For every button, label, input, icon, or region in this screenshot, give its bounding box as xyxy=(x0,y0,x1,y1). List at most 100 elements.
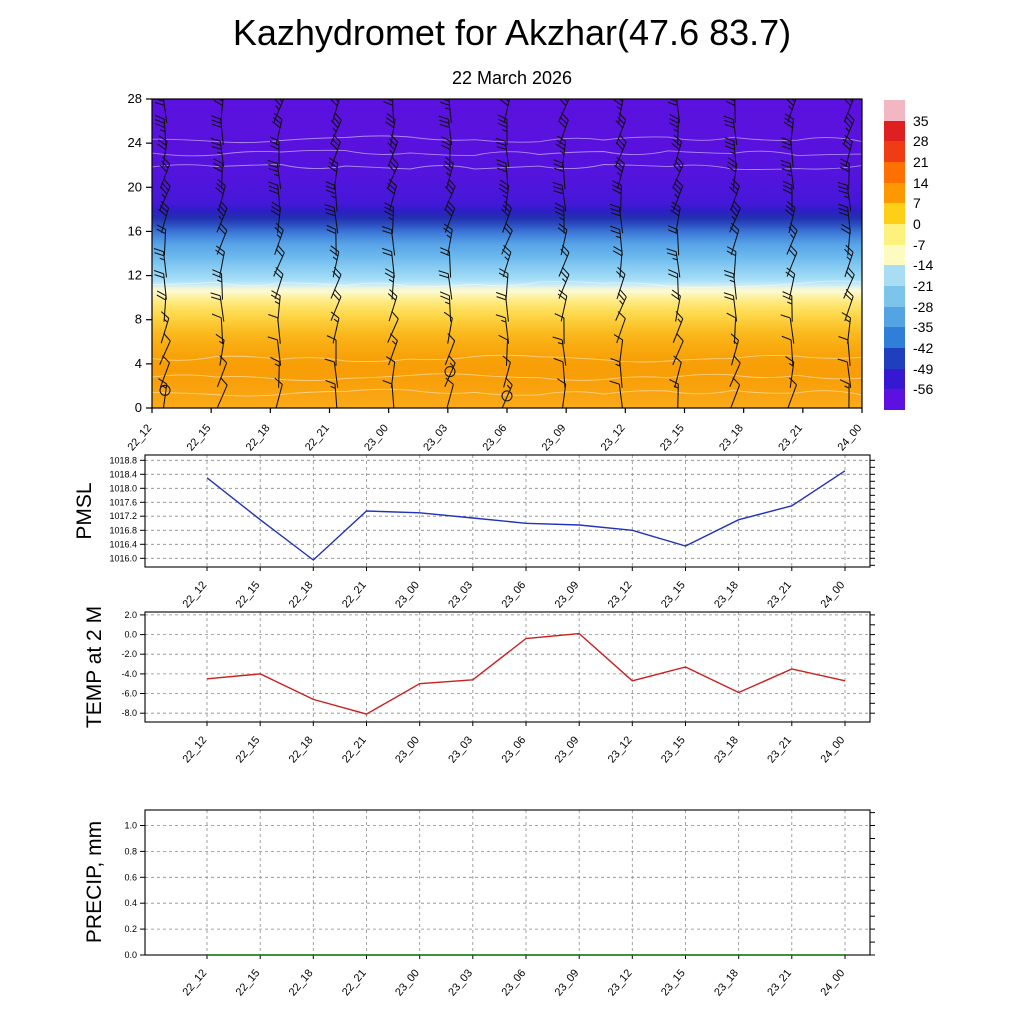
svg-text:23_12: 23_12 xyxy=(606,734,635,765)
svg-text:22_21: 22_21 xyxy=(340,734,369,765)
svg-text:4: 4 xyxy=(135,356,142,371)
svg-text:22_18: 22_18 xyxy=(287,734,316,765)
pmsl-chart: 1016.0 1016.4 1016.8 1017.2 1017.6 1018.0 1018… xyxy=(109,454,875,610)
svg-text:22_18: 22_18 xyxy=(287,967,316,998)
pmsl-series xyxy=(206,470,846,561)
svg-text:1017.6: 1017.6 xyxy=(109,497,137,507)
svg-text:24_00: 24_00 xyxy=(818,967,847,998)
svg-text:1016.8: 1016.8 xyxy=(109,525,137,535)
colorbar-label: 35 xyxy=(913,112,929,129)
wind-barbs xyxy=(153,99,855,408)
svg-text:2.0: 2.0 xyxy=(124,610,137,620)
svg-text:23_15: 23_15 xyxy=(659,967,688,998)
svg-text:1018.8: 1018.8 xyxy=(109,455,137,465)
svg-text:23_12: 23_12 xyxy=(606,967,635,998)
svg-text:12: 12 xyxy=(128,268,142,283)
svg-text:23_03: 23_03 xyxy=(446,734,475,765)
colorbar-segment xyxy=(884,348,905,369)
temp-2m-series xyxy=(206,632,846,715)
colorbar-segment xyxy=(884,120,905,142)
colorbar-segment xyxy=(884,182,905,204)
svg-text:20: 20 xyxy=(128,179,142,194)
colorbar-label: -56 xyxy=(913,381,934,398)
colorbar-label: -35 xyxy=(913,319,934,336)
svg-text:0.0: 0.0 xyxy=(124,950,137,960)
svg-text:22_12: 22_12 xyxy=(180,734,209,765)
page-title: Kazhydromet for Akzhar(47.6 83.7) xyxy=(232,12,792,53)
svg-text:23_18: 23_18 xyxy=(712,967,741,998)
colorbar-segment xyxy=(884,265,905,287)
svg-text:-6.0: -6.0 xyxy=(121,689,137,699)
gridlines xyxy=(145,612,870,722)
colorbar-segment xyxy=(884,327,905,349)
axis-ticks xyxy=(140,459,875,571)
colorbar-segment xyxy=(884,100,905,121)
svg-text:23_03: 23_03 xyxy=(446,967,475,998)
axis-ticks xyxy=(140,812,875,959)
colorbar-label: -21 xyxy=(913,278,934,294)
svg-text:16: 16 xyxy=(128,223,142,238)
axis-ticks xyxy=(140,614,875,726)
colorbar-segment xyxy=(884,224,905,245)
temp-2m-chart: -8.0 -6.0 -4.0 -2.0 0.0 2.0 22_12 22_15 22_18 22_… xyxy=(121,610,875,765)
svg-text:0.2: 0.2 xyxy=(124,924,137,934)
svg-text:1016.4: 1016.4 xyxy=(109,539,137,549)
colorbar-label: -7 xyxy=(913,236,926,253)
colorbar-segment xyxy=(884,368,905,390)
svg-text:23_21: 23_21 xyxy=(765,967,794,998)
svg-text:24: 24 xyxy=(128,135,142,150)
svg-text:23_00: 23_00 xyxy=(393,967,422,998)
svg-text:23_21: 23_21 xyxy=(765,734,794,765)
svg-text:1.0: 1.0 xyxy=(124,821,137,831)
svg-text:1018.0: 1018.0 xyxy=(109,483,137,493)
colorbar-segment xyxy=(884,244,905,266)
svg-text:23_18: 23_18 xyxy=(712,734,741,765)
plot-frame xyxy=(144,611,871,723)
colorbar-segment xyxy=(884,389,905,411)
svg-text:-4.0: -4.0 xyxy=(121,669,137,679)
svg-text:23_15: 23_15 xyxy=(659,734,688,765)
colorbar-label: 7 xyxy=(913,195,921,212)
colorbar-segment xyxy=(884,162,905,183)
svg-text:22_21: 22_21 xyxy=(340,967,369,998)
plot-frame xyxy=(144,454,871,568)
svg-text:23_06: 23_06 xyxy=(499,734,528,765)
svg-text:-8.0: -8.0 xyxy=(121,708,137,718)
svg-text:1018.4: 1018.4 xyxy=(109,469,137,479)
colorbar-segment xyxy=(884,286,905,307)
plot-frame xyxy=(144,809,871,956)
svg-text:0.0: 0.0 xyxy=(124,630,137,640)
svg-text:24_00: 24_00 xyxy=(818,734,847,765)
svg-text:1016.0: 1016.0 xyxy=(109,553,137,563)
colorbar-segment xyxy=(884,203,905,225)
svg-text:0.4: 0.4 xyxy=(124,898,137,908)
precip-chart: 0.0 0.2 0.4 0.6 0.8 1.0 22_12 22_15 22_18 22_21 23… xyxy=(124,809,875,998)
svg-text:22_15: 22_15 xyxy=(234,734,263,765)
svg-text:23_09: 23_09 xyxy=(553,967,582,998)
colorbar-label: -14 xyxy=(913,257,934,274)
colorbar-segment xyxy=(884,306,905,328)
colorbar-label: 21 xyxy=(913,154,929,170)
colorbar-label: -49 xyxy=(913,360,934,377)
gridlines xyxy=(145,810,870,956)
gridlines xyxy=(145,455,870,567)
svg-text:23_00: 23_00 xyxy=(393,734,422,765)
colorbar-label: 28 xyxy=(913,133,929,150)
svg-text:0.8: 0.8 xyxy=(124,846,137,856)
svg-text:28: 28 xyxy=(128,91,142,106)
colorbar-label: -42 xyxy=(913,340,934,356)
page-subtitle: 22 March 2026 xyxy=(451,68,573,88)
colorbar-segment xyxy=(884,141,905,163)
colorbar-label: 0 xyxy=(913,216,921,232)
colorbar-label: 14 xyxy=(913,174,929,191)
svg-text:8: 8 xyxy=(135,312,142,327)
colorbar-label: -28 xyxy=(913,298,934,315)
svg-text:0: 0 xyxy=(135,400,142,415)
svg-text:1017.2: 1017.2 xyxy=(109,511,137,521)
svg-text:23_09: 23_09 xyxy=(553,734,582,765)
svg-text:23_06: 23_06 xyxy=(499,967,528,998)
colorbar-labels: 35 28 21 14 7 0 -7 -14 -21 -28 -35 -42 -49 -56 xyxy=(913,100,953,410)
svg-text:22_12: 22_12 xyxy=(180,967,209,998)
